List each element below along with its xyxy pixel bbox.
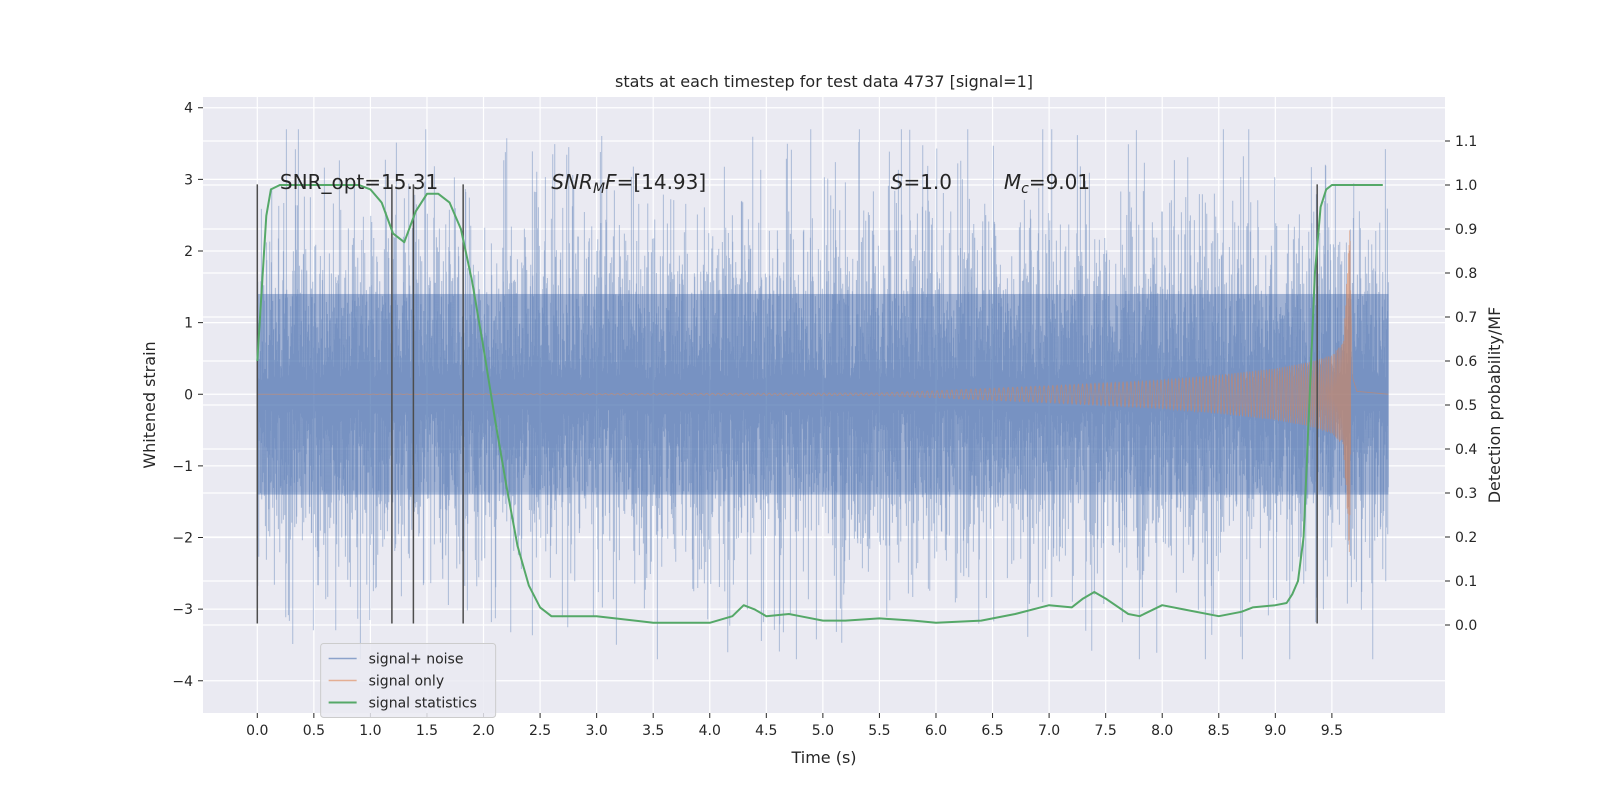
legend-box <box>320 643 497 719</box>
annotation-2: S=1.0 <box>891 170 952 194</box>
y2-axis-label: Detection probability/MF <box>1485 307 1504 504</box>
x-tick-label: 8.0 <box>1151 723 1173 739</box>
x-tick-label: 0.0 <box>246 723 268 739</box>
chart-title: stats at each timestep for test data 473… <box>615 72 1033 91</box>
series-signal-statistics <box>256 184 1383 624</box>
y2-tick-label: 0.0 <box>1455 618 1477 634</box>
x-tick-label: 7.0 <box>1038 723 1060 739</box>
series-signal-only <box>257 230 1389 552</box>
annotation-1: SNRMF=[14.93] <box>551 170 706 197</box>
x-tick-label: 2.5 <box>529 723 551 739</box>
y-tick-label: 4 <box>184 101 193 117</box>
y2-tick-label: 0.2 <box>1455 530 1477 546</box>
legend-label: signal statistics <box>369 696 477 712</box>
x-tick-label: 3.5 <box>642 723 664 739</box>
y-axis-label: Whitened strain <box>140 341 159 468</box>
x-tick-label: 6.0 <box>925 723 947 739</box>
x-tick-label: 6.5 <box>981 723 1003 739</box>
y2-tick-label: 1.0 <box>1455 178 1477 194</box>
y-tick-label: 1 <box>184 316 193 332</box>
x-tick-label: 2.0 <box>472 723 494 739</box>
y2-tick-label: 0.4 <box>1455 442 1477 458</box>
x-tick-label: 9.0 <box>1264 723 1286 739</box>
y2-tick-label: 0.6 <box>1455 354 1477 370</box>
y2-tick-label: 0.5 <box>1455 398 1477 414</box>
x-tick-label: 0.5 <box>303 723 325 739</box>
y-tick-label: −1 <box>172 459 193 475</box>
y-tick-label: 2 <box>184 244 193 260</box>
x-tick-label: 3.0 <box>586 723 608 739</box>
annotation-3: Mc=9.01 <box>1004 170 1090 197</box>
annotation-0: SNR_opt=15.31 <box>280 170 438 194</box>
x-axis-label: Time (s) <box>790 748 856 767</box>
y-tick-label: −2 <box>172 531 193 547</box>
y2-tick-label: 1.1 <box>1455 134 1477 150</box>
y-tick-label: −4 <box>172 674 193 690</box>
y2-tick-label: 0.3 <box>1455 486 1477 502</box>
x-tick-label: 4.5 <box>755 723 777 739</box>
y-tick-label: 0 <box>184 387 193 403</box>
x-tick-label: 9.5 <box>1321 723 1343 739</box>
y2-tick-label: 0.8 <box>1455 266 1477 282</box>
y-tick-label: 3 <box>184 172 193 188</box>
x-tick-label: 1.5 <box>416 723 438 739</box>
x-tick-label: 1.0 <box>359 723 381 739</box>
x-tick-label: 5.0 <box>812 723 834 739</box>
y2-tick-label: 0.1 <box>1455 574 1477 590</box>
x-tick-label: 5.5 <box>868 723 890 739</box>
x-tick-label: 7.5 <box>1095 723 1117 739</box>
y2-tick-label: 0.9 <box>1455 222 1477 238</box>
legend-label: signal only <box>369 674 444 690</box>
y2-tick-label: 0.7 <box>1455 310 1477 326</box>
x-tick-label: 8.5 <box>1208 723 1230 739</box>
y-tick-label: −3 <box>172 602 193 618</box>
x-tick-label: 4.0 <box>699 723 721 739</box>
legend-label: signal+ noise <box>369 652 464 668</box>
